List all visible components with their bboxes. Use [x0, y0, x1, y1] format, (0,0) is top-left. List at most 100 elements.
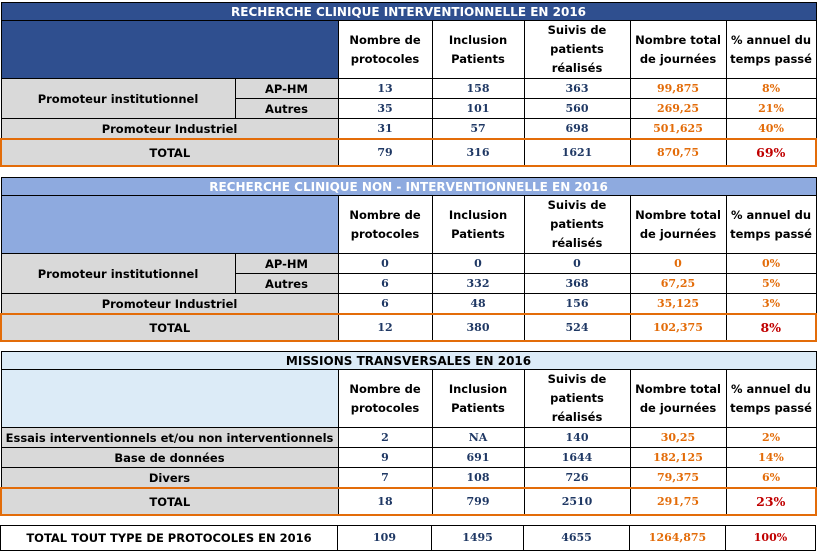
table-non-interventionnelle: RECHERCHE CLINIQUE NON - INTERVENTIONNEL… — [0, 177, 818, 342]
col-header: Nombre de protocoles — [337, 20, 433, 79]
cell: 40% — [725, 118, 817, 140]
cell: 1264,875 — [629, 525, 726, 551]
cell: 380 — [431, 313, 525, 342]
cell: 291,75 — [629, 487, 727, 516]
cell: 182,125 — [629, 447, 727, 468]
col-header: Suivis de patients réalisés — [523, 20, 631, 79]
table-title: RECHERCHE CLINIQUE NON - INTERVENTIONNEL… — [0, 177, 817, 196]
sub-label: Autres — [234, 273, 339, 294]
cell: 5% — [725, 273, 817, 294]
cell: 0 — [431, 253, 525, 274]
row-label: Promoteur Industriel — [0, 293, 339, 315]
cell: 2 — [337, 427, 433, 448]
cell: 501,625 — [629, 118, 727, 140]
sub-label: AP-HM — [234, 253, 339, 274]
cell: 1621 — [523, 138, 631, 167]
cell: 2% — [725, 427, 817, 448]
table-interventionnelle: RECHERCHE CLINIQUE INTERVENTIONNELLE EN … — [0, 2, 818, 167]
cell: 6% — [725, 467, 817, 489]
row-label: Essais interventionnels et/ou non interv… — [0, 427, 339, 448]
col-header: Nombre total de journées — [629, 20, 727, 79]
cell: 101 — [431, 98, 525, 119]
col-header: Nombre de protocoles — [337, 195, 433, 254]
col-header: % annuel du temps passé — [725, 20, 817, 79]
cell: 0% — [725, 253, 817, 274]
cell: 560 — [523, 98, 631, 119]
cell: 18 — [337, 487, 433, 516]
cell: 108 — [431, 467, 525, 489]
cell: 1495 — [431, 525, 524, 551]
cell: 269,25 — [629, 98, 727, 119]
cell: 524 — [523, 313, 631, 342]
cell: 14% — [725, 447, 817, 468]
cell: 4655 — [523, 525, 630, 551]
cell: 31 — [337, 118, 433, 140]
col-header: % annuel du temps passé — [725, 369, 817, 428]
cell: 363 — [523, 78, 631, 99]
cell: 9 — [337, 447, 433, 468]
cell: 0 — [337, 253, 433, 274]
cell: 12 — [337, 313, 433, 342]
cell: 48 — [431, 293, 525, 315]
cell: 6 — [337, 273, 433, 294]
cell: 6 — [337, 293, 433, 315]
col-header: Nombre total de journées — [629, 195, 727, 254]
table-missions-transversales: MISSIONS TRANSVERSALES EN 2016 Nombre de… — [0, 351, 818, 516]
cell: 332 — [431, 273, 525, 294]
cell: 21% — [725, 98, 817, 119]
col-header: Suivis de patients réalisés — [523, 369, 631, 428]
col-header: Inclusion Patients — [431, 195, 525, 254]
table-grand-total: TOTAL TOUT TYPE DE PROTOCOLES EN 2016 10… — [0, 525, 816, 551]
row-label: Promoteur institutionnel — [0, 253, 236, 294]
cell: 156 — [523, 293, 631, 315]
row-label: Divers — [0, 467, 339, 489]
cell: 158 — [431, 78, 525, 99]
cell: 100% — [725, 525, 816, 551]
col-header: Inclusion Patients — [431, 20, 525, 79]
col-header: Nombre de protocoles — [337, 369, 433, 428]
cell: 67,25 — [629, 273, 727, 294]
total-label: TOTAL — [0, 313, 339, 342]
row-label: Base de données — [0, 447, 339, 468]
cell: 13 — [337, 78, 433, 99]
col-header: Inclusion Patients — [431, 369, 525, 428]
cell: 316 — [431, 138, 525, 167]
sub-label: Autres — [234, 98, 339, 119]
row-label: Promoteur Industriel — [0, 118, 339, 140]
cell: 0 — [523, 253, 631, 274]
cell: 23% — [725, 487, 818, 516]
cell: 870,75 — [629, 138, 727, 167]
cell: 368 — [523, 273, 631, 294]
cell: 140 — [523, 427, 631, 448]
cell: 7 — [337, 467, 433, 489]
cell: 69% — [725, 138, 818, 167]
col-header: Suivis de patients réalisés — [523, 195, 631, 254]
cell: 57 — [431, 118, 525, 140]
cell: 30,25 — [629, 427, 727, 448]
cell: 3% — [725, 293, 817, 315]
cell: 1644 — [523, 447, 631, 468]
cell: 698 — [523, 118, 631, 140]
cell: 79 — [337, 138, 433, 167]
table-title: MISSIONS TRANSVERSALES EN 2016 — [0, 351, 817, 370]
total-label: TOTAL — [0, 138, 339, 167]
col-header: Nombre total de journées — [629, 369, 727, 428]
cell: 726 — [523, 467, 631, 489]
cell: 8% — [725, 78, 817, 99]
table-title: RECHERCHE CLINIQUE INTERVENTIONNELLE EN … — [0, 2, 817, 21]
cell: NA — [431, 427, 525, 448]
cell: 109 — [337, 525, 432, 551]
grand-total-label: TOTAL TOUT TYPE DE PROTOCOLES EN 2016 — [0, 525, 338, 551]
total-label: TOTAL — [0, 487, 339, 516]
cell: 691 — [431, 447, 525, 468]
cell: 8% — [725, 313, 818, 342]
row-label: Promoteur institutionnel — [0, 78, 236, 119]
cell: 799 — [431, 487, 525, 516]
col-header: % annuel du temps passé — [725, 195, 817, 254]
cell: 35 — [337, 98, 433, 119]
cell: 79,375 — [629, 467, 727, 489]
cell: 0 — [629, 253, 727, 274]
cell: 102,375 — [629, 313, 727, 342]
cell: 35,125 — [629, 293, 727, 315]
cell: 99,875 — [629, 78, 727, 99]
